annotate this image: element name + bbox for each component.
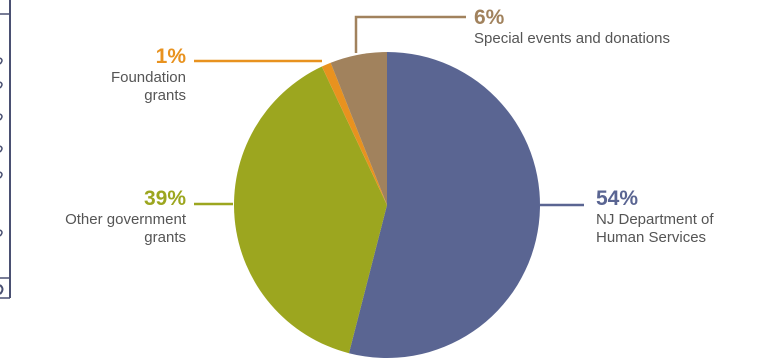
slice-special-events — [330, 52, 387, 205]
slice-label-foundation: 1% Foundation grants — [56, 44, 186, 105]
leader-line — [354, 15, 466, 53]
slice-percent: 54% — [596, 187, 639, 210]
slice-caption-line: grants — [144, 87, 186, 105]
slice-caption-line: Foundation — [110, 69, 186, 87]
slice-caption-line: Other government — [65, 211, 186, 229]
slice-percent: 39% — [143, 187, 186, 210]
slice-label-other-government: 39% Other government grants — [26, 186, 186, 247]
slice-caption-line: Human Services — [596, 229, 707, 247]
slice-label-nj-dhs: 54% NJ Department of Human Services — [596, 186, 714, 247]
slice-nj-dhs — [348, 52, 540, 358]
slice-percent: 6% — [474, 6, 505, 29]
slice-other-government — [233, 66, 387, 354]
slice-caption-line: grants — [144, 229, 186, 247]
left-frame — [0, 0, 11, 299]
slice-caption-line: NJ Department of — [596, 211, 714, 229]
slice-label-special-events: 6% Special events and donations — [474, 5, 670, 48]
slice-foundation — [321, 62, 387, 205]
slice-percent: 1% — [155, 45, 186, 68]
slice-caption-line: Special events and donations — [474, 30, 670, 48]
